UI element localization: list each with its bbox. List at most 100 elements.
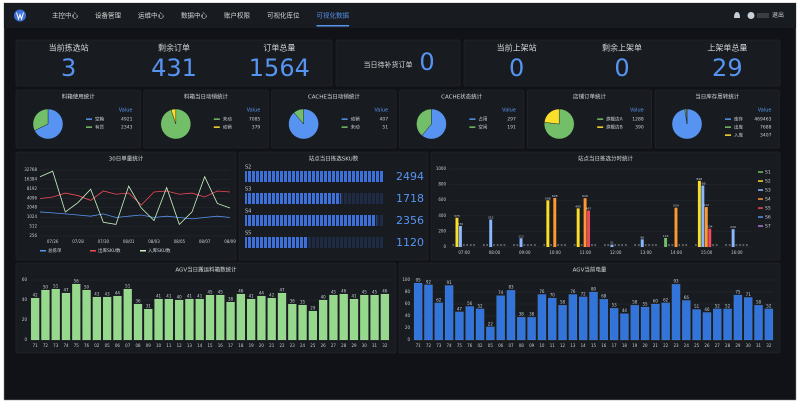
- legend-label: S6: [765, 215, 771, 221]
- y-tick-label: 1000: [436, 166, 447, 171]
- legend-value: 7085: [249, 117, 261, 123]
- x-tick-label: 05: [105, 343, 111, 348]
- nav-item[interactable]: 可视化数据: [317, 11, 350, 20]
- bar-value-label: 0: [678, 243, 680, 247]
- x-tick-label: 29: [735, 343, 741, 348]
- bar: [553, 198, 557, 247]
- legend-swatch: [86, 126, 92, 128]
- bar: [651, 303, 660, 341]
- x-tick-label: 13: [570, 343, 576, 348]
- progress-label: S4: [245, 209, 251, 215]
- bar-value-label: 60: [653, 299, 659, 304]
- bar-value-label: 46: [238, 289, 244, 294]
- x-tick-label: 08: [519, 343, 525, 348]
- bar: [610, 244, 614, 247]
- bar-value-label: 62: [663, 297, 669, 302]
- bar: [455, 311, 464, 341]
- progress-bar: [245, 215, 377, 226]
- legend-label: S2: [765, 179, 771, 185]
- legend-swatch: [469, 118, 476, 120]
- avatar[interactable]: [747, 12, 755, 19]
- nav-item[interactable]: 主控中心: [52, 11, 79, 20]
- bar-value-label: 0: [493, 243, 495, 247]
- legend-swatch: [758, 225, 763, 227]
- bar: [360, 294, 369, 341]
- bar-value-label: 62: [436, 297, 442, 302]
- y-tick-label: 60: [22, 277, 28, 282]
- legend-swatch: [341, 118, 348, 120]
- y-tick-label: 0: [24, 337, 27, 342]
- x-tick-label: 15: [591, 343, 597, 348]
- bar: [458, 225, 462, 247]
- y-tick-label: 20: [22, 317, 28, 322]
- bar-value-label: 0: [671, 243, 673, 247]
- stat-label: 订单总量: [263, 43, 295, 53]
- bar-value-label: 0: [618, 243, 620, 247]
- x-tick-label: 23: [673, 343, 679, 348]
- line-series: [39, 211, 231, 220]
- bar: [236, 293, 246, 341]
- nav-item[interactable]: 账户权限: [224, 11, 251, 20]
- bar-value-label: 0: [668, 243, 670, 247]
- x-tick-label: 32: [382, 343, 388, 348]
- stat-value: 0: [509, 54, 524, 82]
- nav-item[interactable]: 设备管理: [95, 11, 122, 20]
- pie-slice: [421, 108, 447, 140]
- bell-icon[interactable]: [734, 12, 740, 18]
- bar-value-label: 50: [84, 285, 90, 290]
- bar-value-label: 35: [300, 300, 306, 305]
- y-tick-label: 32768: [24, 167, 37, 172]
- x-tick-label: 74: [447, 343, 453, 348]
- bar-value-label: 0: [470, 243, 472, 247]
- bar: [640, 239, 644, 247]
- bar-value-label: 41: [249, 294, 255, 299]
- x-tick-label: 22: [279, 343, 285, 348]
- nav-item[interactable]: 数据中心: [181, 11, 208, 20]
- bar-value-label: 75: [735, 290, 741, 295]
- logout[interactable]: 退出: [772, 11, 784, 19]
- chart-title: 料箱使用统计: [62, 93, 96, 101]
- legend-label: S3: [765, 188, 771, 194]
- y-tick-label: 8192: [27, 186, 38, 191]
- legend-label: 库存: [734, 116, 743, 123]
- x-tick-label: 10: [156, 343, 162, 348]
- x-tick-label: 08/03: [148, 239, 160, 244]
- bar-value-label: 628: [552, 194, 558, 198]
- bar-value-label: 0: [716, 243, 718, 247]
- legend-value: 3407: [760, 133, 772, 139]
- x-tick-label: 15:00: [701, 250, 713, 255]
- stat-value: 431: [151, 54, 197, 82]
- legend-swatch: [90, 250, 96, 252]
- bar-value-label: 47: [279, 288, 285, 293]
- bar-value-label: 56: [467, 301, 473, 306]
- x-tick-label: 21: [653, 343, 659, 348]
- y-tick-label: 0: [407, 337, 410, 342]
- x-tick-label: 06: [498, 343, 504, 348]
- bar: [664, 237, 668, 247]
- legend-label: 动销: [351, 116, 360, 123]
- y-tick-label: 0: [443, 244, 446, 249]
- bar-value-label: 53: [612, 303, 618, 308]
- bar-value-label: 80: [591, 287, 597, 292]
- bar: [764, 308, 774, 341]
- y-tick-label: 512: [29, 224, 37, 229]
- bar-value-label: 0: [621, 243, 623, 247]
- bar-value-label: 58: [632, 300, 638, 305]
- x-tick-label: 14: [197, 343, 203, 348]
- bar: [308, 310, 318, 341]
- nav-item[interactable]: 运维中心: [138, 11, 165, 20]
- bar-value-label: 0: [561, 243, 563, 247]
- bar-value-label: 52: [715, 303, 721, 308]
- legend-label: S5: [765, 206, 771, 212]
- stat-value: 0: [419, 48, 434, 76]
- bar: [455, 217, 459, 247]
- bar-value-label: 52: [477, 303, 483, 308]
- bar: [496, 295, 505, 341]
- nav-item[interactable]: 可视化库位: [267, 11, 300, 20]
- bar-value-label: 40: [321, 295, 327, 300]
- bar: [506, 290, 516, 341]
- bar: [380, 293, 390, 341]
- bar-value-label: 68: [601, 294, 607, 299]
- bar-value-label: 0: [638, 243, 640, 247]
- bar: [517, 317, 526, 341]
